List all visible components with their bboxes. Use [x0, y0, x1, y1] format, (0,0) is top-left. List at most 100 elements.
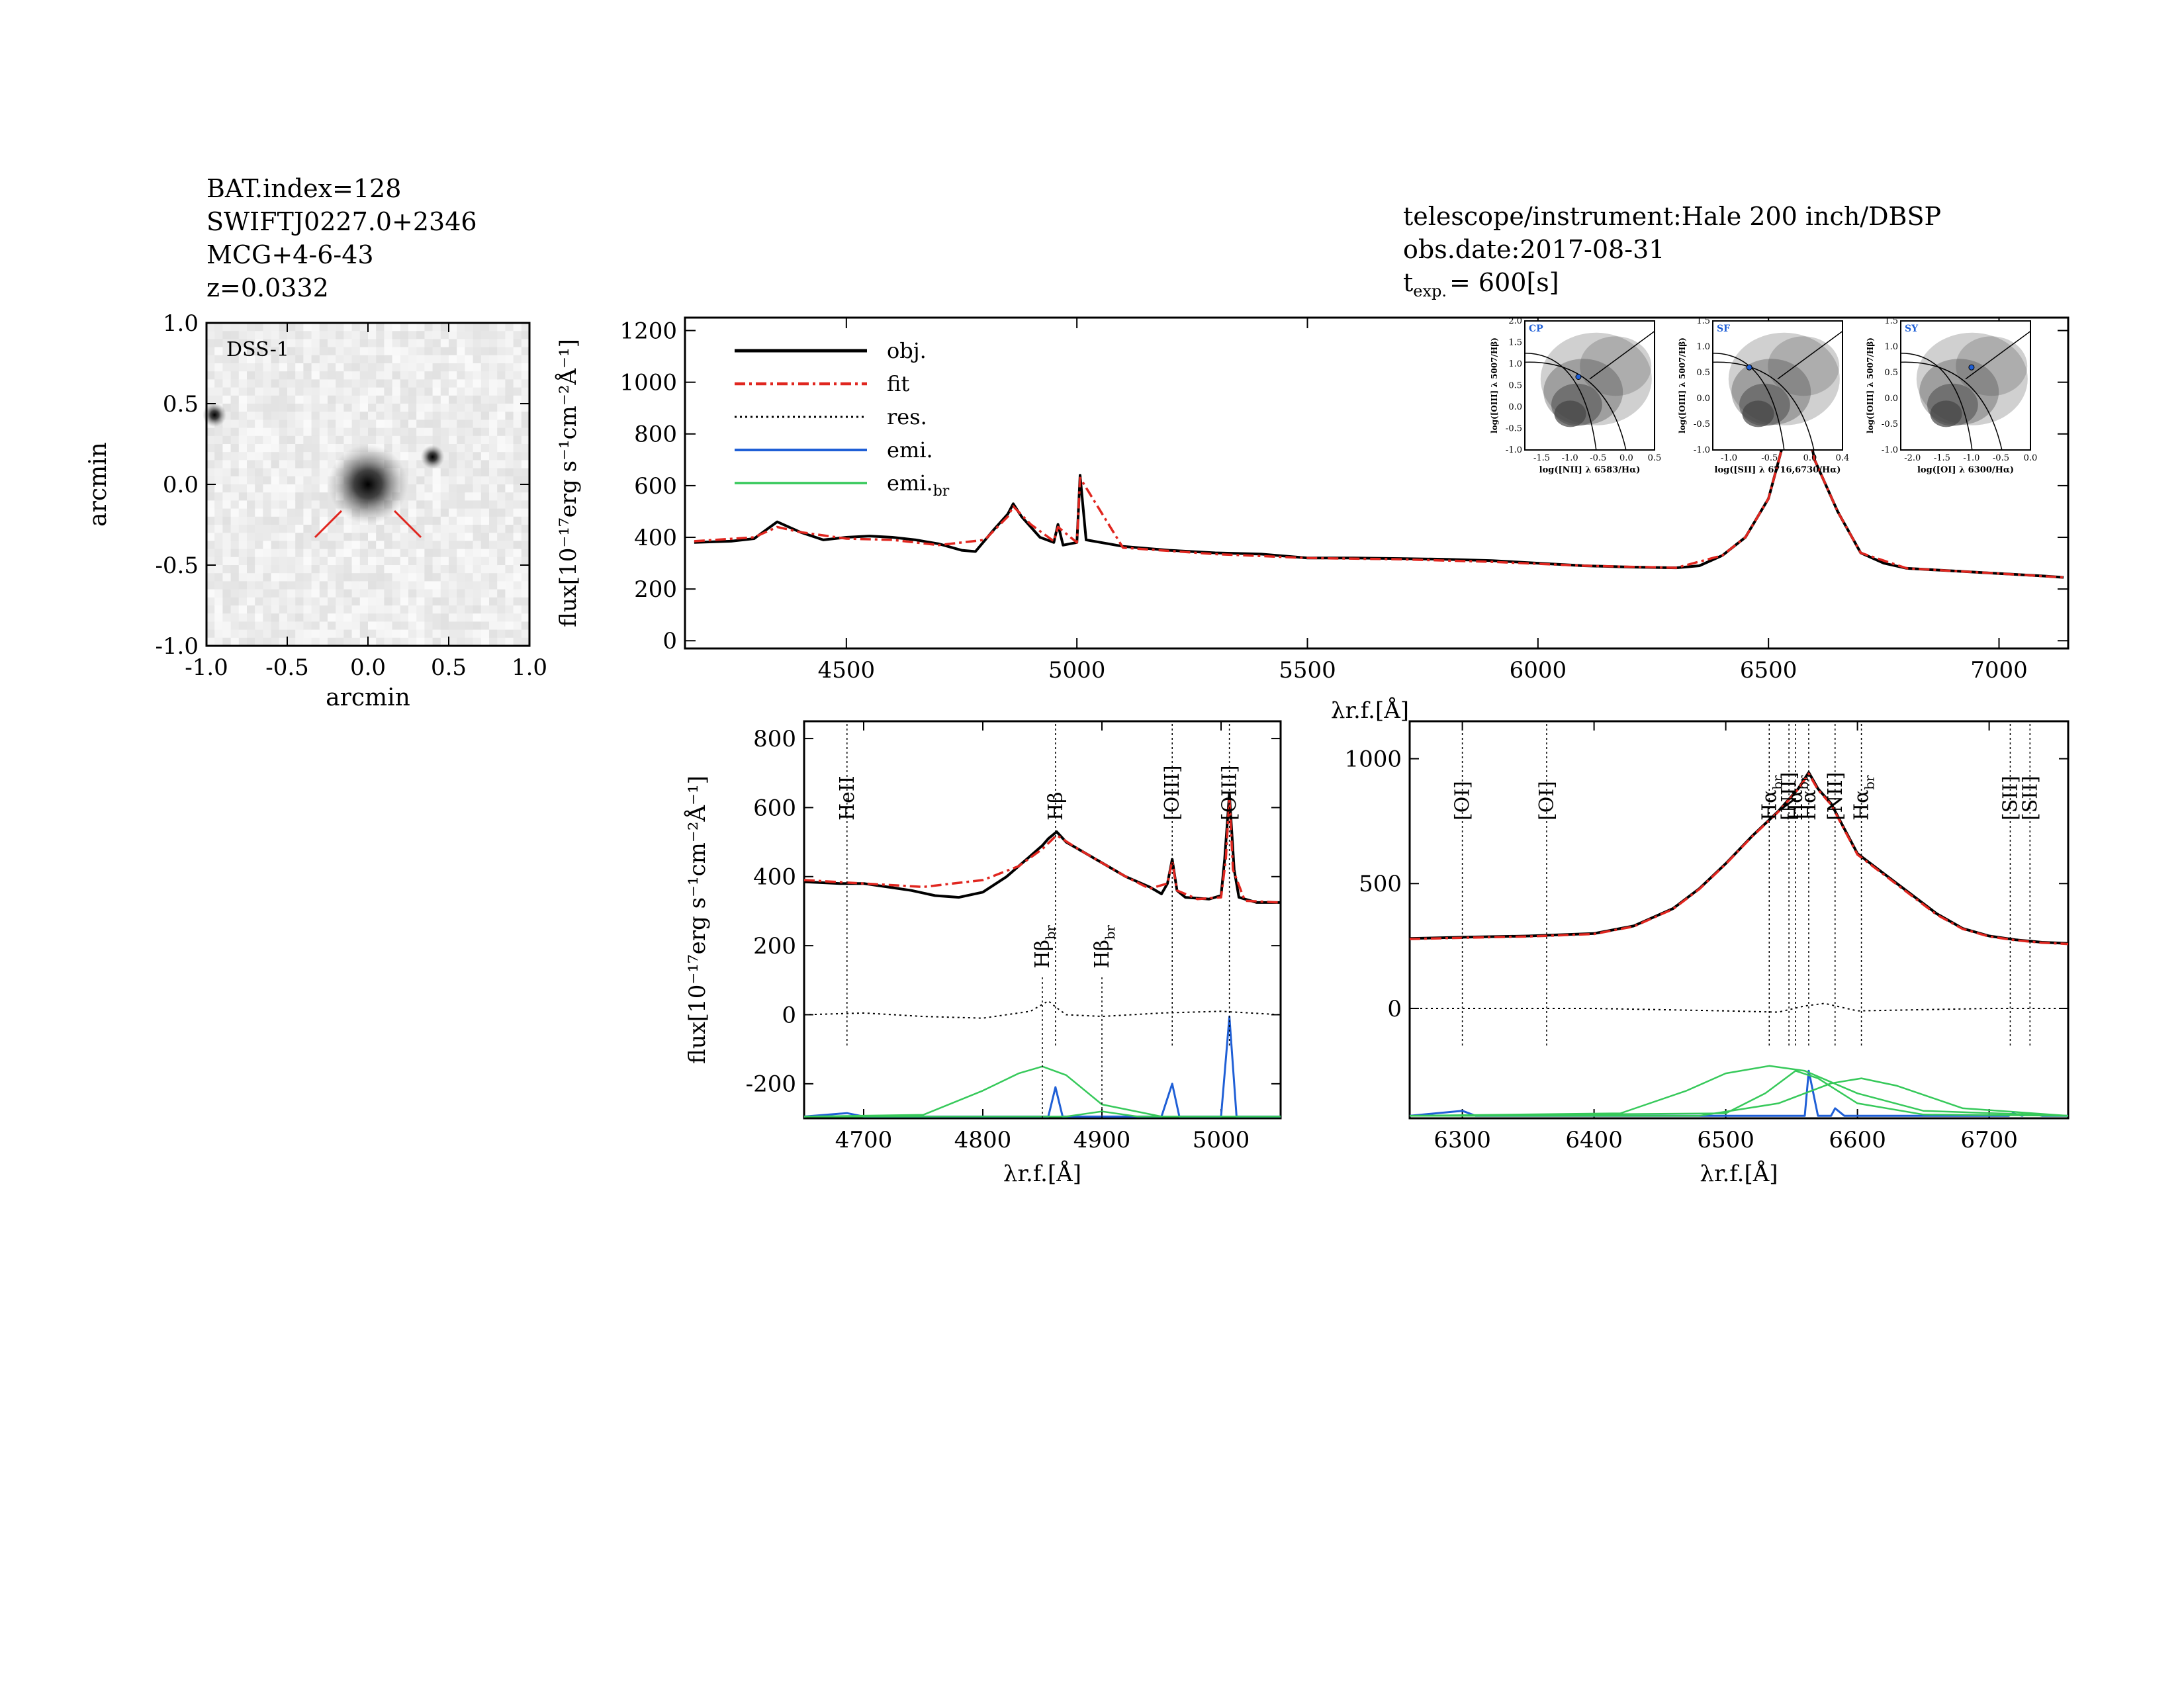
image-pixel	[303, 573, 312, 582]
image-pixel	[513, 323, 522, 332]
image-pixel	[392, 516, 401, 525]
image-pixel	[303, 500, 312, 510]
image-pixel	[351, 420, 361, 429]
image-pixel	[408, 508, 417, 517]
image-pixel	[311, 468, 320, 477]
image-pixel	[287, 355, 296, 364]
image-pixel	[295, 331, 304, 339]
image-pixel	[230, 549, 240, 558]
image-pixel	[505, 565, 514, 574]
image-pixel	[480, 387, 490, 396]
image-pixel	[238, 468, 248, 477]
image-pixel	[230, 468, 240, 477]
image-pixel	[247, 404, 255, 412]
image-pixel	[247, 597, 255, 606]
image-pixel	[392, 412, 401, 420]
image-pixel	[238, 525, 248, 533]
image-pixel	[255, 556, 263, 566]
image-pixel	[328, 427, 336, 437]
image-pixel	[247, 363, 255, 372]
image-pixel	[295, 468, 304, 477]
image-pixel	[222, 420, 232, 429]
image-pixel	[457, 556, 465, 566]
y-tick-label: -1.0	[1882, 445, 1898, 455]
image-pixel	[449, 387, 457, 396]
image-pixel	[449, 444, 457, 453]
image-pixel	[295, 484, 304, 493]
image-pixel	[230, 444, 240, 453]
image-pixel	[271, 452, 280, 461]
image-pixel	[368, 565, 377, 574]
image-pixel	[416, 629, 425, 639]
image-pixel	[400, 355, 409, 364]
image-pixel	[311, 412, 320, 420]
image-pixel	[263, 339, 272, 348]
image-pixel	[287, 404, 296, 412]
image-pixel	[432, 363, 441, 372]
image-pixel	[416, 347, 425, 356]
image-pixel	[392, 420, 401, 429]
density-blob	[1742, 400, 1774, 427]
image-pixel	[319, 581, 328, 590]
image-pixel	[416, 621, 425, 631]
image-pixel	[311, 597, 320, 606]
image-pixel	[505, 516, 514, 525]
image-pixel	[279, 412, 288, 420]
image-pixel	[247, 323, 255, 332]
image-pixel	[400, 549, 409, 558]
image-pixel	[392, 387, 401, 396]
image-pixel	[238, 323, 248, 332]
image-pixel	[319, 549, 328, 558]
image-pixel	[497, 613, 506, 622]
image-pixel	[238, 597, 248, 606]
image-pixel	[263, 500, 272, 510]
image-pixel	[384, 379, 393, 388]
line-marker-label: [OI]	[1451, 781, 1475, 821]
image-pixel	[449, 589, 457, 598]
image-pixel	[319, 541, 328, 550]
image-pixel	[513, 605, 522, 614]
image-pixel	[295, 371, 304, 380]
image-pixel	[521, 597, 530, 606]
image-pixel	[255, 371, 263, 380]
image-pixel	[384, 597, 393, 606]
image-pixel	[440, 573, 449, 582]
image-pixel	[408, 452, 417, 461]
image-pixel	[376, 395, 385, 404]
image-pixel	[497, 581, 506, 590]
image-pixel	[255, 621, 263, 631]
image-pixel	[489, 468, 498, 477]
image-pixel	[279, 565, 288, 574]
image-pixel	[457, 516, 465, 525]
image-pixel	[222, 444, 232, 453]
image-pixel	[521, 516, 530, 525]
plot-frame	[684, 316, 2070, 650]
image-pixel	[319, 412, 328, 420]
image-pixel	[247, 533, 255, 541]
x-tick-label: -0.5	[265, 654, 309, 681]
bpt-oi-panel: SY-2.0 -1.5 -1.0 -0.5 0.0-1.0-0.50.00.51.01.…	[1866, 316, 2037, 475]
image-pixel	[449, 371, 457, 380]
image-pixel	[424, 339, 433, 348]
image-pixel	[465, 363, 474, 372]
image-pixel	[513, 637, 522, 646]
image-pixel	[416, 371, 425, 380]
image-pixel	[392, 556, 401, 566]
image-pixel	[222, 589, 232, 598]
image-pixel	[214, 444, 223, 453]
image-pixel	[497, 533, 506, 541]
image-label: DSS-1	[226, 338, 289, 361]
y-tick-label: 1.0	[163, 310, 199, 337]
image-pixel	[376, 379, 385, 388]
image-pixel	[400, 412, 409, 420]
image-pixel	[263, 549, 272, 558]
full-spectrum-panel: 4500 5000 5500 6000 6500 70000200400600800100…	[555, 316, 2070, 724]
image-pixel	[424, 492, 433, 501]
image-pixel	[384, 363, 393, 372]
image-pixel	[392, 565, 401, 574]
image-pixel	[521, 589, 530, 598]
image-pixel	[384, 589, 393, 598]
image-pixel	[497, 460, 506, 469]
image-pixel	[449, 412, 457, 420]
image-pixel	[247, 484, 255, 493]
